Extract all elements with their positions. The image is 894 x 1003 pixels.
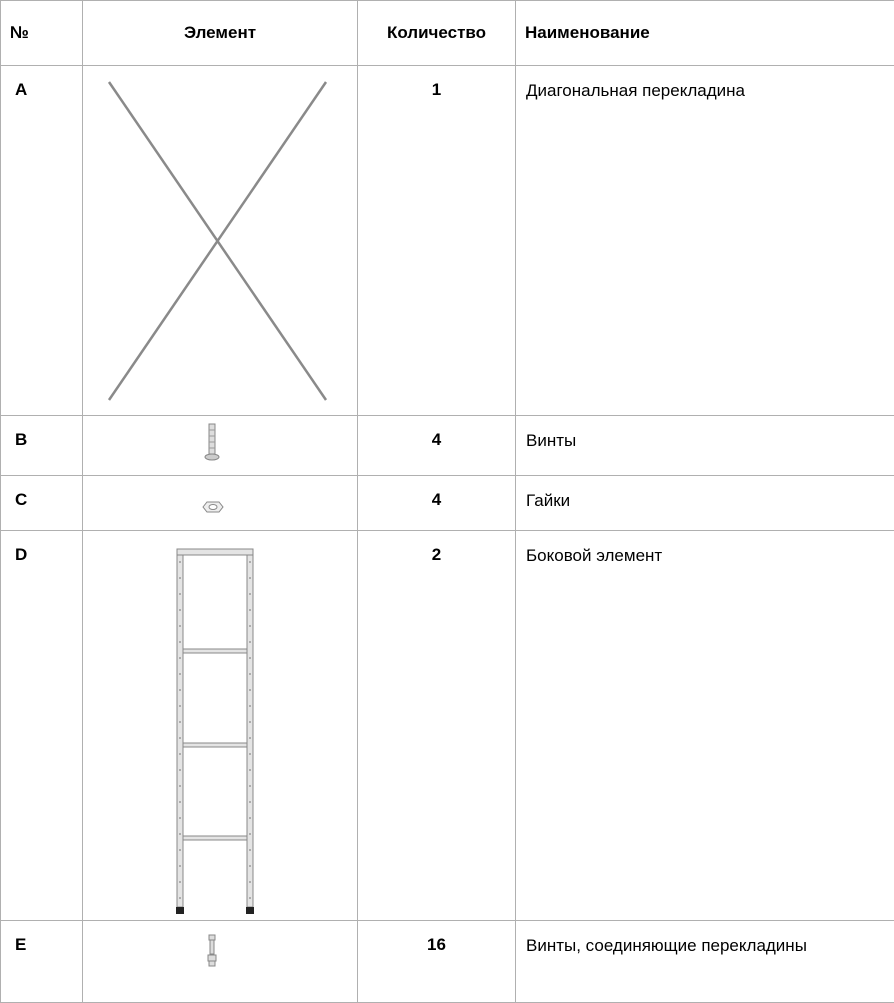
side-frame-icon — [83, 531, 358, 920]
part-image — [83, 476, 358, 531]
screw-icon — [83, 416, 358, 475]
part-image — [83, 531, 358, 921]
nut-icon — [83, 476, 358, 530]
header-cell: Наименование — [516, 1, 894, 66]
quantity: 4 — [358, 416, 516, 476]
row: D 2 Боковой элемент — [1, 531, 894, 921]
header-cell: Количество — [358, 1, 516, 66]
part-id: E — [1, 921, 83, 1003]
part-image — [83, 66, 358, 416]
bolt-icon — [83, 921, 358, 1002]
header-row: № Элемент Количество Наименование — [1, 1, 894, 66]
part-name: Боковой элемент — [516, 531, 894, 921]
row: C 4 Гайки — [1, 476, 894, 531]
header-cell: № — [1, 1, 83, 66]
part-name: Винты — [516, 416, 894, 476]
row: A 1 Диагональная перекладина — [1, 66, 894, 416]
row: B 4 Винты — [1, 416, 894, 476]
header-cell: Элемент — [83, 1, 358, 66]
part-name: Гайки — [516, 476, 894, 531]
part-id: C — [1, 476, 83, 531]
part-name: Диагональная перекладина — [516, 66, 894, 416]
cross-brace-icon — [83, 66, 358, 415]
part-name: Винты, соединяющие перекладины — [516, 921, 894, 1003]
row: E 16 Винты, соединяющие перекладины — [1, 921, 894, 1003]
part-image — [83, 416, 358, 476]
quantity: 16 — [358, 921, 516, 1003]
part-id: D — [1, 531, 83, 921]
part-id: B — [1, 416, 83, 476]
quantity: 4 — [358, 476, 516, 531]
quantity: 1 — [358, 66, 516, 416]
part-id: A — [1, 66, 83, 416]
part-image — [83, 921, 358, 1003]
quantity: 2 — [358, 531, 516, 921]
